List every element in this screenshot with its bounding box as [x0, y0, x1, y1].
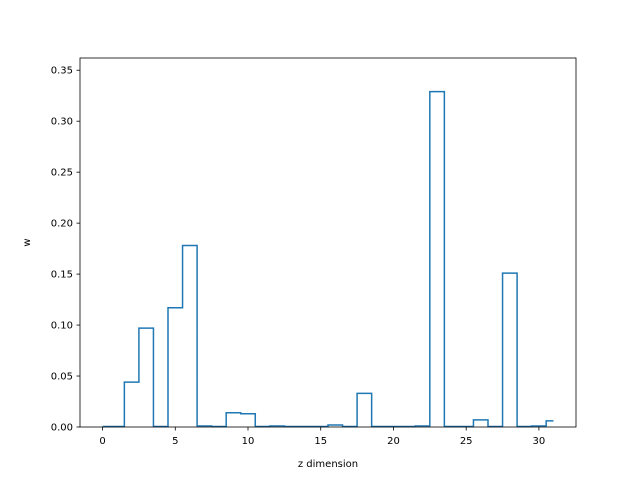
x-tick-label: 20: [387, 436, 400, 447]
x-tick-label: 15: [314, 436, 327, 447]
x-tick-label: 10: [242, 436, 255, 447]
y-tick-label: 0.35: [51, 66, 73, 77]
x-tick-label: 0: [99, 436, 105, 447]
y-axis-ticks: 0.00 0.05 0.10 0.15 0.20 0.25 0.30 0.35: [51, 66, 80, 434]
y-tick-label: 0.15: [51, 270, 73, 281]
x-axis-label: z dimension: [298, 459, 358, 470]
x-tick-label: 30: [533, 436, 546, 447]
y-tick-label: 0.30: [51, 117, 73, 128]
y-tick-label: 0.10: [51, 321, 73, 332]
x-axis-ticks: 0 5 10 15 20 25 30: [99, 427, 545, 447]
x-tick-label: 5: [172, 436, 178, 447]
y-tick-label: 0.05: [51, 372, 73, 383]
y-tick-label: 0.00: [51, 423, 73, 434]
axes-frame: [79, 57, 577, 428]
step-series-line: [102, 90, 554, 428]
y-axis-label: w: [22, 238, 33, 246]
y-tick-label: 0.25: [51, 168, 73, 179]
x-tick-label: 25: [460, 436, 473, 447]
y-tick-label: 0.20: [51, 219, 73, 230]
